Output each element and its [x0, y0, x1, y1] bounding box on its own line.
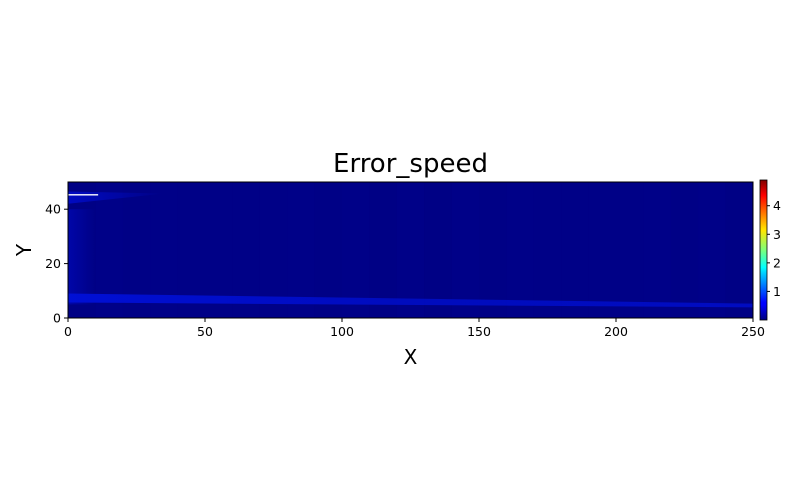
heatmap-cell-column: [205, 182, 233, 318]
heatmap-cell-column: [396, 182, 425, 318]
colorbar-tick-label: 1: [773, 284, 781, 299]
heatmap-cell-column: [670, 182, 699, 318]
heatmap-cell-column: [424, 182, 452, 318]
heatmap-cell-column: [698, 182, 726, 318]
x-tick-label: 150: [467, 324, 491, 339]
y-tick-label: 0: [53, 311, 61, 326]
colorbar-tick-label: 3: [773, 227, 781, 242]
heatmap-cell-column: [287, 182, 315, 318]
heatmap-cell-column: [369, 182, 397, 318]
heatmap-cell-column: [643, 182, 671, 318]
colorbar-tick-label: 2: [773, 255, 781, 270]
heatmap-cell-column: [259, 182, 288, 318]
colorbar-tick-label: 4: [773, 198, 781, 213]
heatmap-near-wall-band: [68, 293, 753, 308]
heatmap-cell-column: [232, 182, 260, 318]
heatmap-left-inflow: [68, 209, 96, 305]
plot-frame: [67, 181, 754, 319]
heatmap-cell-column: [451, 182, 479, 318]
heatmap-cell-column: [588, 182, 616, 318]
x-tick-label: 50: [197, 324, 213, 339]
x-axis-label: X: [404, 345, 418, 369]
y-tick-label: 40: [45, 202, 61, 217]
x-tick-label: 100: [330, 324, 354, 339]
colorbar-gradient: [759, 179, 768, 321]
heatmap-cell-column: [725, 182, 753, 318]
x-axis: 0 50 100 150 200 250: [64, 318, 765, 339]
x-tick-label: 200: [604, 324, 628, 339]
x-tick-label: 0: [64, 324, 72, 339]
heatmap-cell-column: [479, 182, 507, 318]
colorbar: 1 2 3 4: [759, 179, 781, 321]
chart-title: Error_speed: [333, 149, 488, 179]
heatmap-cell-column: [314, 182, 342, 318]
heatmap-cell-column: [506, 182, 534, 318]
heatmap-field: [68, 182, 753, 318]
heatmap-cell-column: [616, 182, 644, 318]
y-tick-label: 20: [45, 256, 61, 271]
heatmap-cell-column: [533, 182, 562, 318]
y-axis: 0 20 40: [45, 202, 68, 326]
y-axis-label: Y: [12, 243, 36, 257]
heatmap-cell-column: [342, 182, 370, 318]
x-tick-label: 250: [741, 324, 765, 339]
heatmap-cell-column: [561, 182, 589, 318]
